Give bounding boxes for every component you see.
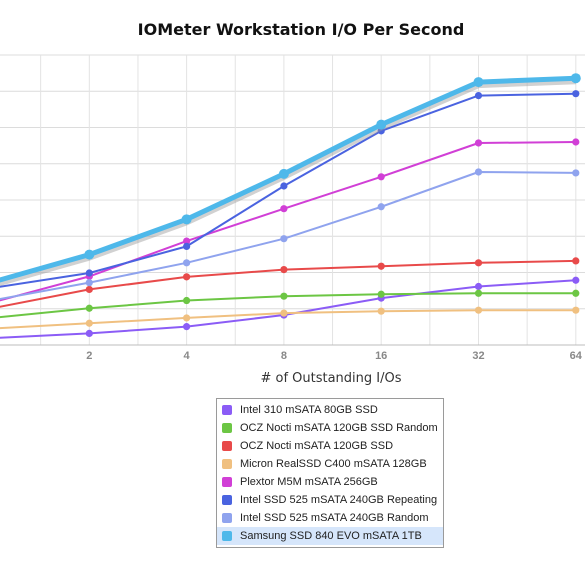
- legend-label: Micron RealSSD C400 mSATA 128GB: [240, 458, 427, 470]
- data-point: [183, 323, 191, 331]
- legend-swatch: [222, 459, 232, 469]
- x-tick-label: 4: [184, 350, 191, 362]
- data-point: [572, 90, 580, 98]
- series-8: [0, 73, 581, 287]
- data-point: [183, 273, 191, 281]
- legend-swatch: [222, 531, 232, 541]
- data-point: [474, 289, 483, 297]
- grid-lines: [0, 54, 585, 346]
- series-2: [0, 289, 580, 319]
- x-tick-label: 64: [570, 350, 583, 362]
- data-point: [280, 235, 288, 243]
- legend-label: OCZ Nocti mSATA 120GB SSD Random: [240, 422, 438, 434]
- data-point: [474, 139, 483, 147]
- chart-title: IOMeter Workstation I/O Per Second: [138, 20, 465, 39]
- legend-swatch: [222, 495, 232, 505]
- data-point: [85, 285, 93, 294]
- data-point: [280, 182, 288, 190]
- chart-legend: Intel 310 mSATA 80GB SSD OCZ Nocti mSATA …: [216, 398, 444, 548]
- legend-label: Plextor M5M mSATA 256GB: [240, 476, 378, 488]
- data-point: [572, 289, 580, 297]
- data-point: [183, 314, 191, 322]
- legend-label: Intel 310 mSATA 80GB SSD: [240, 404, 378, 416]
- data-point: [376, 119, 387, 130]
- data-point: [85, 319, 93, 327]
- data-point: [572, 138, 580, 146]
- legend-item: Intel SSD 525 mSATA 240GB Repeating: [217, 491, 443, 509]
- legend-swatch: [222, 513, 232, 523]
- x-axis-label: # of Outstanding I/Os: [260, 371, 401, 386]
- legend-item: OCZ Nocti mSATA 120GB SSD: [217, 437, 443, 455]
- series-line: [0, 309, 576, 330]
- data-point: [377, 203, 385, 211]
- x-tick-label: 16: [375, 350, 387, 362]
- data-point: [183, 296, 191, 305]
- legend-item: Samsung SSD 840 EVO mSATA 1TB: [217, 527, 443, 545]
- data-point: [183, 237, 191, 245]
- legend-label: OCZ Nocti mSATA 120GB SSD: [240, 440, 394, 452]
- x-tick-label: 2: [86, 350, 92, 362]
- legend-label: Samsung SSD 840 EVO mSATA 1TB: [240, 530, 422, 542]
- legend-item: Intel SSD 525 mSATA 240GB Random: [217, 509, 443, 527]
- data-point: [280, 292, 288, 300]
- data-point: [474, 168, 483, 176]
- series-7: [0, 168, 580, 301]
- x-tick-label: 8: [281, 350, 287, 362]
- series-4: [0, 306, 580, 330]
- data-point: [572, 276, 580, 284]
- legend-swatch: [222, 405, 232, 415]
- data-point: [570, 73, 581, 84]
- series-3: [0, 257, 580, 308]
- data-point: [85, 279, 93, 287]
- legend-item: OCZ Nocti mSATA 120GB SSD Random: [217, 419, 443, 437]
- data-point: [572, 257, 580, 265]
- x-axis-ticks: 2 4 8 16 32 64: [86, 350, 583, 362]
- data-point: [181, 214, 192, 225]
- data-point: [280, 205, 288, 213]
- data-point: [474, 259, 483, 267]
- data-point: [280, 309, 288, 317]
- data-point: [572, 306, 580, 314]
- data-point: [377, 173, 385, 181]
- series-6: [0, 90, 580, 288]
- x-tick-label: 32: [472, 350, 484, 362]
- series-layer: [0, 73, 581, 339]
- data-point: [85, 304, 93, 312]
- legend-item: Intel 310 mSATA 80GB SSD: [217, 401, 443, 419]
- data-point: [183, 259, 191, 267]
- data-point: [84, 249, 95, 260]
- data-point: [572, 169, 580, 177]
- legend-swatch: [222, 477, 232, 487]
- data-point: [473, 77, 484, 88]
- data-point: [85, 269, 93, 277]
- legend-swatch: [222, 423, 232, 433]
- data-point: [377, 262, 385, 270]
- data-point: [474, 282, 483, 291]
- data-point: [278, 168, 289, 179]
- legend-item: Plextor M5M mSATA 256GB: [217, 473, 443, 491]
- data-point: [280, 266, 288, 274]
- legend-label: Intel SSD 525 mSATA 240GB Repeating: [240, 494, 438, 506]
- legend-item: Micron RealSSD C400 mSATA 128GB: [217, 455, 443, 473]
- data-point: [85, 329, 93, 337]
- legend-label: Intel SSD 525 mSATA 240GB Random: [240, 512, 429, 524]
- data-point: [474, 92, 483, 100]
- data-point: [377, 290, 385, 298]
- data-point: [474, 306, 483, 314]
- data-point: [183, 242, 191, 250]
- legend-swatch: [222, 441, 232, 451]
- data-point: [377, 307, 385, 315]
